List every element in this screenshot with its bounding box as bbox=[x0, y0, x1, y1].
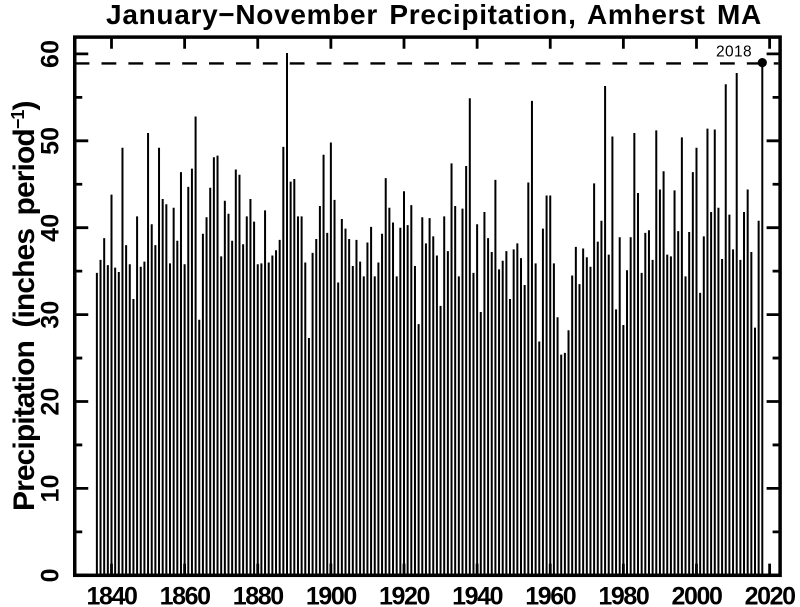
svg-text:0: 0 bbox=[37, 568, 65, 582]
svg-text:40: 40 bbox=[37, 214, 65, 242]
svg-text:Precipitation (inches period−1: Precipitation (inches period−1) bbox=[8, 101, 41, 511]
svg-text:2020: 2020 bbox=[745, 583, 796, 607]
svg-text:1860: 1860 bbox=[160, 583, 211, 607]
svg-text:60: 60 bbox=[37, 40, 65, 68]
svg-text:1840: 1840 bbox=[86, 583, 137, 607]
svg-text:30: 30 bbox=[37, 300, 65, 328]
svg-text:1900: 1900 bbox=[306, 583, 357, 607]
svg-text:2018: 2018 bbox=[716, 44, 752, 61]
svg-text:1940: 1940 bbox=[452, 583, 503, 607]
svg-text:2000: 2000 bbox=[671, 583, 722, 607]
svg-text:January−November Precipitation: January−November Precipitation, Amherst … bbox=[106, 0, 762, 30]
svg-text:10: 10 bbox=[37, 474, 65, 502]
svg-text:1960: 1960 bbox=[525, 583, 576, 607]
svg-text:20: 20 bbox=[37, 387, 65, 415]
svg-text:1880: 1880 bbox=[233, 583, 284, 607]
svg-text:1920: 1920 bbox=[379, 583, 430, 607]
svg-text:1980: 1980 bbox=[598, 583, 649, 607]
svg-text:50: 50 bbox=[37, 127, 65, 155]
